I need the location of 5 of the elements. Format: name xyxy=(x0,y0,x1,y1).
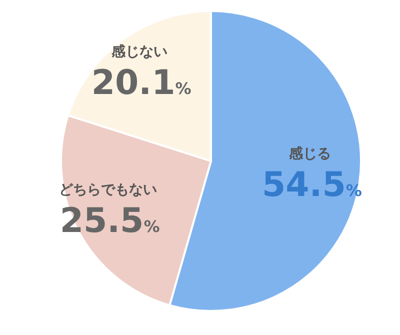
slice-label: どちらでもない xyxy=(58,182,157,198)
slice-label: 感じない xyxy=(110,44,168,60)
data-label: 25.5% xyxy=(60,200,160,241)
data-label: 20.1% xyxy=(91,62,192,103)
slice-label: 感じる xyxy=(288,146,331,162)
